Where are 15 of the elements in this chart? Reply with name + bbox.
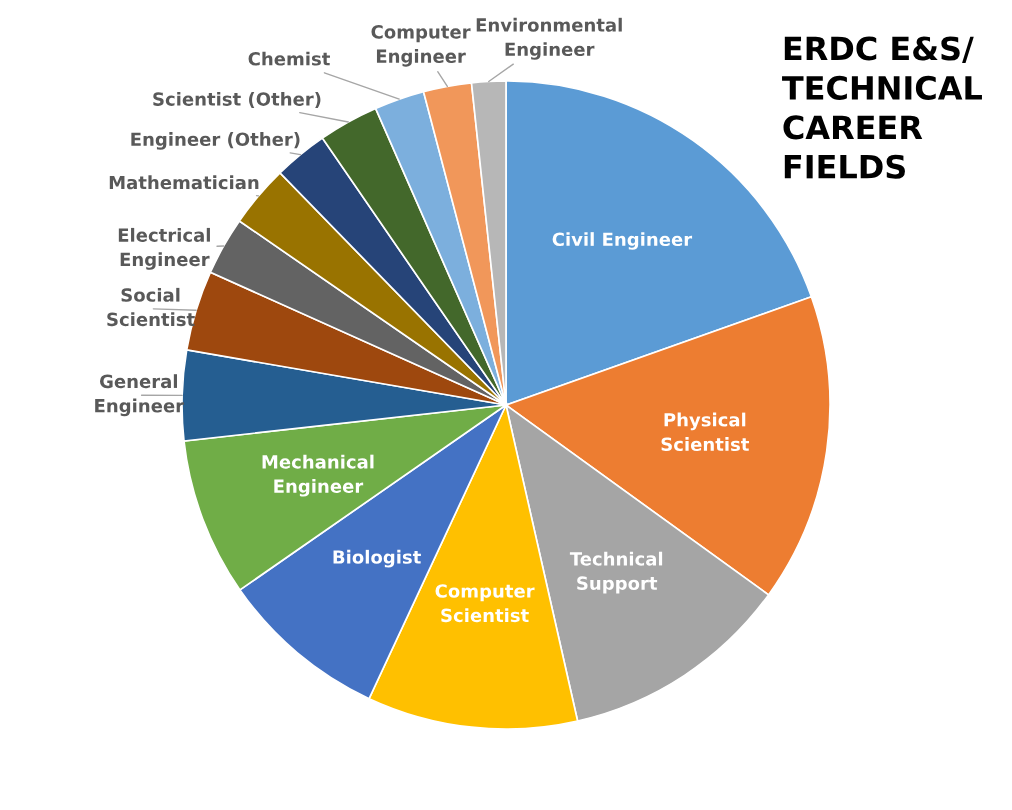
slice-label: Civil Engineer — [552, 232, 693, 250]
text: ERDC E&S/ TECHNICAL CAREER FIELDS — [782, 36, 982, 179]
slice-label: Engineer (Other) — [131, 132, 300, 150]
slice-label: Computer Scientist — [435, 584, 535, 623]
slice-label: Technical Support — [569, 551, 663, 594]
slice-label: Chemist — [248, 51, 330, 66]
slice-label: Scientist (Other) — [153, 91, 321, 108]
slice-label: Mathematician — [109, 175, 259, 190]
slice-label: Physical Scientist — [661, 412, 750, 452]
slice-label: Social Scientist — [107, 287, 195, 327]
slice-label: Computer Engineer — [371, 25, 471, 67]
slice-label: Electrical Engineer — [118, 227, 210, 270]
slice-label: Mechanical Engineer — [262, 454, 374, 497]
slice-label: Environmental Engineer — [476, 17, 622, 60]
slice-label: Biologist — [333, 549, 421, 568]
